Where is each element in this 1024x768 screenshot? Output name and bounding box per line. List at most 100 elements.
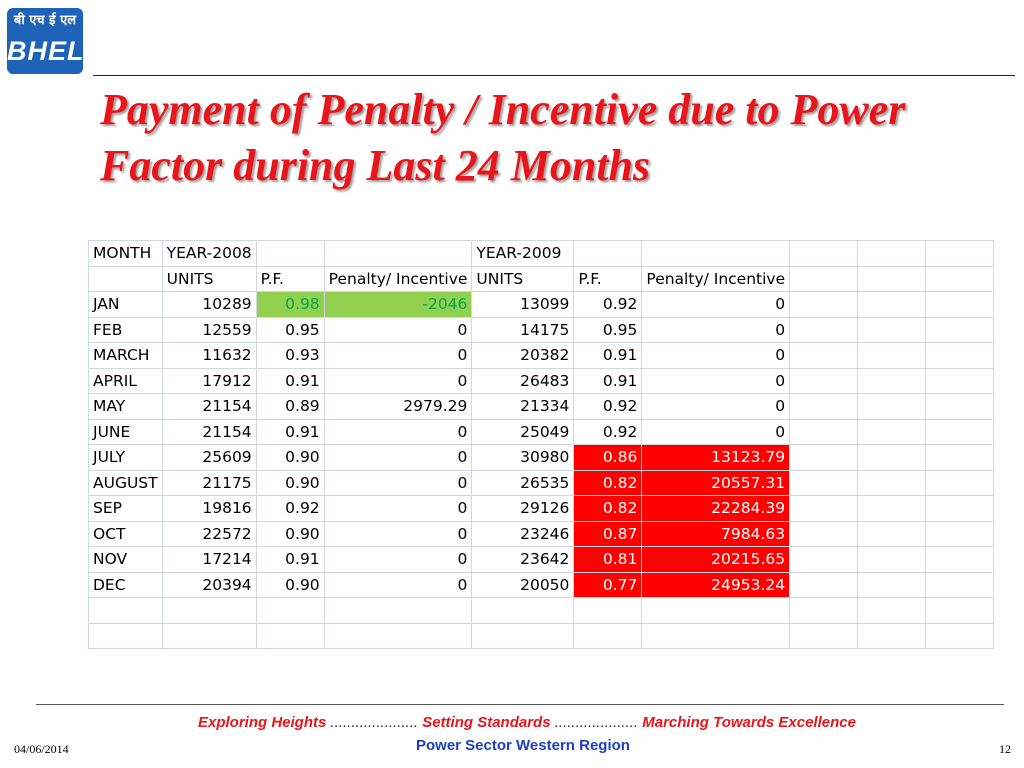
value-cell xyxy=(925,316,995,343)
table-row: MARCH 11632 0.93 0 20382 0.91 0 xyxy=(88,342,995,369)
value-cell: 22284.39 xyxy=(641,495,791,522)
value-cell xyxy=(925,418,995,445)
value-cell: 0.95 xyxy=(255,316,325,343)
empty-cell xyxy=(789,622,859,649)
empty-cell xyxy=(88,622,163,649)
empty-cell xyxy=(857,622,927,649)
table-row: MAY 21154 0.89 2979.29 21334 0.92 0 xyxy=(88,393,995,420)
value-cell: 0.82 xyxy=(573,495,643,522)
table-row: JULY 25609 0.90 0 30980 0.86 13123.79 xyxy=(88,444,995,471)
empty-cell xyxy=(925,597,995,624)
value-cell: 0 xyxy=(641,367,791,394)
value-cell: 0 xyxy=(323,520,473,547)
header-cell: YEAR-2009 xyxy=(471,240,575,267)
header-cell xyxy=(323,240,473,267)
value-cell xyxy=(789,546,859,573)
value-cell: 0.93 xyxy=(255,342,325,369)
empty-cell xyxy=(573,597,643,624)
value-cell: 20382 xyxy=(471,342,575,369)
value-cell: 20394 xyxy=(161,571,257,598)
empty-cell xyxy=(323,622,473,649)
value-cell xyxy=(857,393,927,420)
table-row: SEP 19816 0.92 0 29126 0.82 22284.39 xyxy=(88,495,995,522)
value-cell xyxy=(857,342,927,369)
table-row: JUNE 21154 0.91 0 25049 0.92 0 xyxy=(88,418,995,445)
value-cell: 0.87 xyxy=(573,520,643,547)
header-cell: P.F. xyxy=(573,265,643,292)
value-cell xyxy=(857,469,927,496)
value-cell xyxy=(925,342,995,369)
value-cell: 0 xyxy=(323,316,473,343)
header-cell: UNITS xyxy=(161,265,257,292)
value-cell: 24953.24 xyxy=(641,571,791,598)
table-header-row-2: UNITS P.F. Penalty/ Incentive UNITS P.F. Pena… xyxy=(88,265,995,292)
header-cell: Penalty/ Incentive xyxy=(641,265,791,292)
value-cell: 0.98 xyxy=(255,291,325,318)
value-cell xyxy=(789,291,859,318)
month-cell: FEB xyxy=(88,316,163,343)
value-cell: 0.92 xyxy=(255,495,325,522)
value-cell: 0.91 xyxy=(573,367,643,394)
month-cell: MARCH xyxy=(88,342,163,369)
value-cell xyxy=(789,342,859,369)
header-cell xyxy=(789,265,859,292)
value-cell: 0.91 xyxy=(255,367,325,394)
value-cell: 26483 xyxy=(471,367,575,394)
empty-cell xyxy=(161,622,257,649)
value-cell: 0 xyxy=(323,444,473,471)
value-cell: 0.77 xyxy=(573,571,643,598)
value-cell: 0 xyxy=(641,291,791,318)
value-cell: 22572 xyxy=(161,520,257,547)
value-cell xyxy=(857,571,927,598)
value-cell: 21154 xyxy=(161,393,257,420)
header-cell xyxy=(255,240,325,267)
table-row: NOV 17214 0.91 0 23642 0.81 20215.65 xyxy=(88,546,995,573)
value-cell: 0 xyxy=(323,418,473,445)
value-cell: 0.86 xyxy=(573,444,643,471)
table-row: FEB 12559 0.95 0 14175 0.95 0 xyxy=(88,316,995,343)
header-cell: UNITS xyxy=(471,265,575,292)
table-row: OCT 22572 0.90 0 23246 0.87 7984.63 xyxy=(88,520,995,547)
empty-cell xyxy=(641,597,791,624)
value-cell: 0 xyxy=(323,495,473,522)
header-cell xyxy=(573,240,643,267)
empty-row xyxy=(88,622,995,649)
value-cell: -2046 xyxy=(323,291,473,318)
value-cell xyxy=(789,418,859,445)
value-cell xyxy=(925,367,995,394)
table-body: MONTH YEAR-2008 YEAR-2009 UNITS P.F. Penalty/… xyxy=(88,240,995,649)
header-cell: Penalty/ Incentive xyxy=(323,265,473,292)
value-cell xyxy=(925,469,995,496)
value-cell: 0.91 xyxy=(255,546,325,573)
value-cell xyxy=(857,418,927,445)
value-cell: 14175 xyxy=(471,316,575,343)
value-cell xyxy=(789,571,859,598)
value-cell: 2979.29 xyxy=(323,393,473,420)
value-cell xyxy=(789,316,859,343)
footer-tagline: Exploring Heights ..................... … xyxy=(198,714,856,731)
value-cell: 23246 xyxy=(471,520,575,547)
tagline-part-3: Marching Towards Excellence xyxy=(642,714,856,731)
value-cell: 20050 xyxy=(471,571,575,598)
tagline-part-2: Setting Standards xyxy=(422,714,551,731)
value-cell: 0.90 xyxy=(255,444,325,471)
value-cell: 0 xyxy=(323,571,473,598)
value-cell: 26535 xyxy=(471,469,575,496)
value-cell: 0.81 xyxy=(573,546,643,573)
tagline-part-1: Exploring Heights xyxy=(198,714,327,731)
value-cell: 19816 xyxy=(161,495,257,522)
value-cell: 0 xyxy=(641,342,791,369)
value-cell: 0.92 xyxy=(573,291,643,318)
header-cell xyxy=(789,240,859,267)
bhel-logo: बी एच ई एल BHEL xyxy=(7,8,83,74)
value-cell xyxy=(789,367,859,394)
empty-cell xyxy=(925,622,995,649)
empty-cell xyxy=(857,597,927,624)
value-cell xyxy=(857,546,927,573)
value-cell: 25609 xyxy=(161,444,257,471)
value-cell: 0.95 xyxy=(573,316,643,343)
header-cell: MONTH xyxy=(88,240,163,267)
tagline-separator-2: .................... xyxy=(550,714,643,731)
value-cell: 30980 xyxy=(471,444,575,471)
footer-divider xyxy=(36,704,1004,705)
